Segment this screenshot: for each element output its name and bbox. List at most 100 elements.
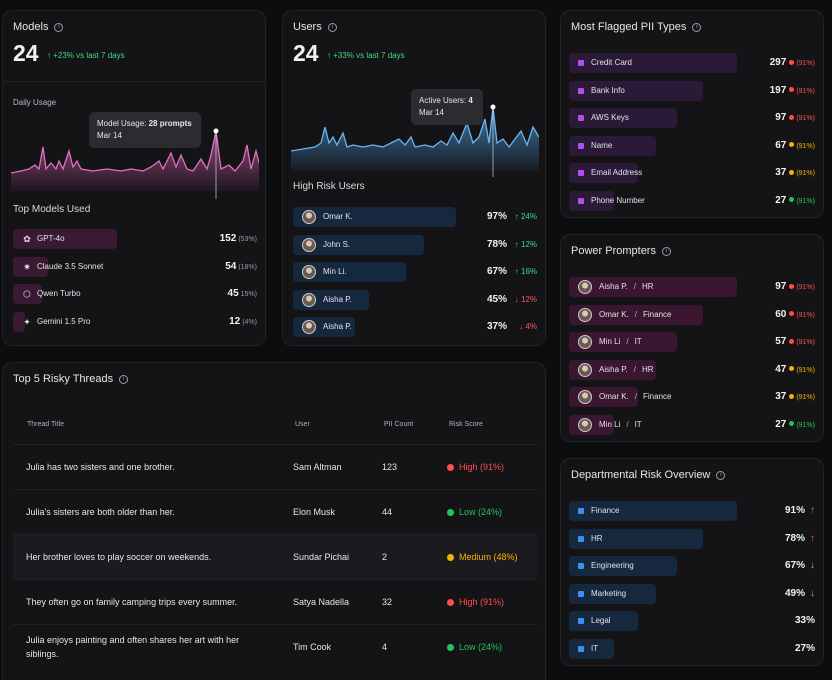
info-icon[interactable]: i xyxy=(327,22,337,32)
flagged-pii-row[interactable]: AWS Keys 97 (91%) xyxy=(569,108,815,128)
department-row[interactable]: IT 27% xyxy=(569,638,815,659)
square-icon xyxy=(578,197,584,204)
power-prompter-count: 97 (91%) xyxy=(775,281,815,292)
power-prompter-count: 60 (91%) xyxy=(775,308,815,320)
flagged-pii-name: Phone Number xyxy=(591,195,645,205)
power-prompter-row[interactable]: Omar K. / Finance 60 (91%) xyxy=(569,304,815,325)
department-bar xyxy=(569,528,704,549)
column-header-risk-score[interactable]: Risk Score xyxy=(449,421,483,428)
flagged-pii-count: 197 (91%) xyxy=(769,84,815,96)
department-bar xyxy=(569,638,615,659)
status-dot xyxy=(789,366,795,372)
avatar xyxy=(578,417,592,432)
flagged-pii-row[interactable]: Email Address 37 (91%) xyxy=(569,163,815,183)
power-prompter-row[interactable]: Aisha P. / HR 97 (91%) xyxy=(569,277,815,297)
high-risk-user-row[interactable]: John S. 78% ↑ 12% xyxy=(293,234,537,255)
square-icon xyxy=(578,563,584,569)
power-prompter-row[interactable]: Min Li / IT 57 (91%) xyxy=(569,332,815,352)
power-prompter-row[interactable]: Min Li / IT 27 (91%) xyxy=(569,414,815,435)
high-risk-user-change: ↑ 12% xyxy=(514,239,537,249)
departmental-risk-card: Departmental Risk Overview i Finance 91% ↑ H… xyxy=(560,458,824,666)
high-risk-user-row[interactable]: Omar K. 97% ↑ 24% xyxy=(293,207,537,227)
column-header-pii-count[interactable]: PII Count xyxy=(384,421,414,428)
power-prompter-row[interactable]: Omar K. / Finance 37 (91%) xyxy=(569,387,815,407)
info-icon[interactable]: i xyxy=(54,22,64,32)
qwen-icon: ⬡ xyxy=(23,289,31,299)
openai-icon: ✿ xyxy=(23,234,31,244)
flagged-pii-count: 67 (91%) xyxy=(775,139,815,151)
top-model-row[interactable]: ✦ Gemini 1.5 Pro 12 (4%) xyxy=(13,311,257,332)
flagged-pii-bar xyxy=(569,108,677,128)
department-name: HR xyxy=(591,533,603,543)
flagged-pii-row[interactable]: Phone Number 27 (91%) xyxy=(569,190,815,211)
tooltip-point[interactable] xyxy=(490,104,496,110)
flagged-pii-row[interactable]: Credit Card 297 (91%) xyxy=(569,53,815,73)
top-model-count: 54 (18%) xyxy=(225,260,257,272)
arrow-down-icon: ↓ xyxy=(810,587,815,599)
flagged-pii-bar xyxy=(569,80,704,101)
department-row[interactable]: Marketing 49% ↓ xyxy=(569,583,815,604)
thread-pii-count: 4 xyxy=(382,642,388,652)
models-usage-chart[interactable] xyxy=(11,111,259,201)
top-model-row[interactable]: ✿ GPT-4o 152 (53%) xyxy=(13,229,257,249)
top-model-row[interactable]: ⬡ Qwen Turbo 45 15%) xyxy=(13,284,257,304)
power-prompter-label: Min Li / IT xyxy=(599,419,642,429)
flagged-pii-count: 27 (91%) xyxy=(775,194,815,206)
top-model-row[interactable]: ✷ Claude 3.5 Sonnet 54 (18%) xyxy=(13,256,257,277)
avatar xyxy=(578,335,592,349)
high-risk-user-row[interactable]: Aisha P. 45% ↓ 12% xyxy=(293,289,537,310)
table-row[interactable]: Julia's sisters are both older than her.… xyxy=(13,489,537,534)
power-prompter-row[interactable]: Aisha P. / HR 47 (91%) xyxy=(569,359,815,380)
flagged-pii-name: AWS Keys xyxy=(591,113,629,122)
top-model-count: 12 (4%) xyxy=(229,315,257,327)
flagged-pii-name: Name xyxy=(591,140,613,150)
department-name: Finance xyxy=(591,506,620,515)
department-row[interactable]: Finance 91% ↑ xyxy=(569,501,815,521)
info-icon[interactable]: i xyxy=(716,470,726,480)
department-pct: 67% ↓ xyxy=(784,560,815,571)
models-usage-line xyxy=(11,130,259,174)
table-row[interactable]: Julia enjoys painting and often shares h… xyxy=(13,624,537,669)
department-name: Engineering xyxy=(591,561,634,570)
claude-icon: ✷ xyxy=(23,261,31,272)
users-activity-chart[interactable] xyxy=(291,87,539,177)
flagged-pii-count: 297 (91%) xyxy=(769,57,815,68)
tooltip-point[interactable] xyxy=(213,128,219,134)
column-header-user[interactable]: User xyxy=(295,421,310,428)
department-row[interactable]: Engineering 67% ↓ xyxy=(569,556,815,576)
thread-pii-count: 123 xyxy=(382,462,398,472)
models-delta: ↑ +23% vs last 7 days xyxy=(47,51,125,60)
status-dot xyxy=(447,553,454,561)
high-risk-user-row[interactable]: Aisha P. 37% ↓ 4% xyxy=(293,317,537,337)
column-header-thread-title[interactable]: Thread Title xyxy=(27,421,64,428)
info-icon[interactable]: i xyxy=(119,374,129,384)
models-title: Models i xyxy=(13,21,64,33)
power-prompter-bar xyxy=(569,277,737,297)
high-risk-user-row[interactable]: Min Li. 67% ↑ 16% xyxy=(293,262,537,282)
flagged-pii-name: Email Address xyxy=(591,168,643,177)
department-row[interactable]: HR 78% ↑ xyxy=(569,528,815,549)
table-row[interactable]: They often go on family camping trips ev… xyxy=(13,579,537,624)
high-risk-user-pct: 67% xyxy=(486,266,507,277)
thread-title: They often go on family camping trips ev… xyxy=(26,597,238,607)
risky-threads-card: Top 5 Risky Threads i Thread Title User P… xyxy=(2,362,546,680)
power-prompters-card: Power Prompters i Aisha P. / HR 97 (91%) Omar … xyxy=(560,234,824,442)
avatar xyxy=(302,210,316,224)
users-card: Users i 24 ↑ +33% vs last 7 days Active U… xyxy=(282,10,546,346)
departmental-risk-title: Departmental Risk Overview i xyxy=(571,469,726,481)
power-prompters-title: Power Prompters i xyxy=(571,245,671,257)
high-risk-user-bar xyxy=(293,207,456,227)
table-row[interactable]: Julia has two sisters and one brother. Sa… xyxy=(13,444,537,489)
status-dot xyxy=(447,598,454,606)
department-row[interactable]: Legal 33% xyxy=(569,611,815,631)
table-row[interactable]: Her brother loves to play soccer on week… xyxy=(13,534,537,579)
info-icon[interactable]: i xyxy=(692,22,702,32)
thread-pii-count: 44 xyxy=(382,507,393,517)
risk-score: High (91%) xyxy=(447,595,504,609)
flagged-pii-row[interactable]: Name 67 (91%) xyxy=(569,135,815,156)
avatar xyxy=(302,292,316,307)
risk-score: Low (24%) xyxy=(447,640,502,654)
square-icon xyxy=(578,170,584,176)
flagged-pii-row[interactable]: Bank Info 197 (91%) xyxy=(569,80,815,101)
info-icon[interactable]: i xyxy=(661,246,671,256)
